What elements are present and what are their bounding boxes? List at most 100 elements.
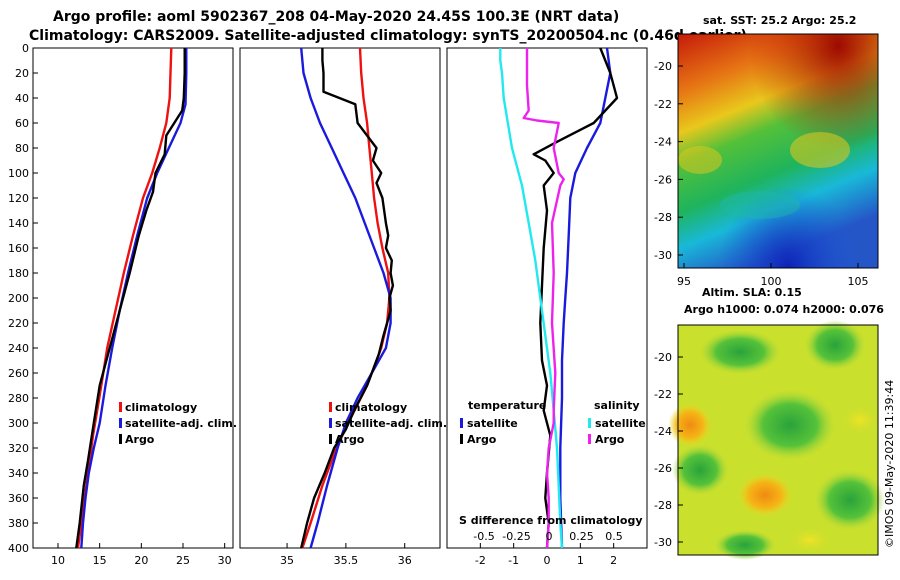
sst-map-frame (677, 33, 879, 269)
temperature-panel: 0 20 40 60 80 100 120 140 160 180 200 220 240 260 280 3… (8, 42, 237, 567)
difference-series (499, 47, 619, 549)
y-tick-label: 260 (8, 367, 29, 380)
sla-map: Altim. SLA: 0.15 Argo h1000: 0.074 h2000… (654, 286, 885, 560)
map-lon-label: 100 (761, 275, 782, 288)
x-tick-label: 36 (398, 554, 412, 567)
legend-marker-argo (329, 434, 332, 444)
sst-map-title: sat. SST: 25.2 Argo: 25.2 (703, 14, 856, 27)
sla-map-frame (677, 324, 879, 556)
temperature-x-axis: 10 15 20 25 30 (51, 543, 232, 567)
difference-panel: -2 -1 0 1 2 temperature salinity satellite A… (446, 47, 648, 567)
salinity-diff-tick-label: 0 (546, 530, 553, 543)
legend-label-climatology: climatology (335, 401, 407, 414)
x-tick-label: 35.5 (334, 554, 359, 567)
temperature-axes-frame (32, 47, 234, 549)
map-lat-label: -26 (654, 173, 672, 186)
x-tick-label: 25 (176, 554, 190, 567)
legend-marker-argo (119, 434, 122, 444)
sla-map-title-line1: Altim. SLA: 0.15 (702, 286, 802, 299)
legend-marker-temp-satellite (460, 418, 463, 428)
map-lat-label: -30 (654, 536, 672, 549)
y-tick-label: 140 (8, 217, 29, 230)
depth-axis: 0 20 40 60 80 100 120 140 160 180 200 220 240 260 280 3… (8, 42, 38, 555)
y-tick-label: 320 (8, 442, 29, 455)
x-tick-label: 0 (544, 554, 551, 567)
x-tick-label: 2 (610, 554, 617, 567)
map-lat-label: -28 (654, 499, 672, 512)
map-lat-label: -30 (654, 249, 672, 262)
y-tick-label: 80 (15, 142, 29, 155)
difference-x-axis: -2 -1 0 1 2 (475, 543, 617, 567)
sst-feature (720, 191, 800, 219)
sla-feature (840, 404, 880, 436)
x-tick-label: 15 (93, 554, 107, 567)
legend-label-satellite: satellite-adj. clim. (125, 417, 237, 430)
difference-legend: temperature salinity satellite Argo sate… (460, 399, 646, 446)
y-tick-label: 20 (15, 67, 29, 80)
salinity-panel: 35 35.5 36 climatology satellite-adj. clim… (239, 47, 447, 567)
x-tick-label: -1 (508, 554, 519, 567)
series-line-argo (75, 48, 186, 549)
x-tick-label: 10 (51, 554, 65, 567)
figure-title-line1: Argo profile: aoml 5902367_208 04-May-20… (53, 9, 619, 25)
y-tick-label: 380 (8, 517, 29, 530)
x-tick-label: 30 (218, 554, 232, 567)
sla-feature (745, 390, 835, 460)
legend-marker-climatology (329, 402, 332, 412)
legend-marker-sal-satellite (588, 418, 591, 428)
y-tick-label: 240 (8, 342, 29, 355)
salinity-diff-scale: -0.5 -0.25 0 0.25 0.5 (473, 530, 622, 543)
y-tick-label: 100 (8, 167, 29, 180)
sla-feature (715, 530, 775, 560)
salinity-x-axis: 35 35.5 36 (280, 543, 412, 567)
y-tick-label: 180 (8, 267, 29, 280)
series-line-satellite-adj-clim- (300, 47, 392, 549)
sst-feature (678, 146, 722, 174)
sla-feature (700, 330, 780, 374)
y-tick-label: 60 (15, 117, 29, 130)
x-tick-label: 20 (134, 554, 148, 567)
legend-label-argo: Argo (335, 433, 365, 446)
legend-marker-sal-argo (588, 434, 591, 444)
sst-map-lat-axis: -20 -22 -24 -26 -28 -30 (654, 60, 683, 262)
sla-feature (785, 526, 835, 554)
series-line-temperature-satellite (559, 47, 612, 549)
legend-label-temp-argo: Argo (467, 433, 497, 446)
salinity-axes-frame (239, 47, 441, 549)
legend-marker-satellite (329, 418, 332, 428)
y-tick-label: 120 (8, 192, 29, 205)
map-lat-label: -24 (654, 136, 672, 149)
legend-marker-satellite (119, 418, 122, 428)
sst-map: sat. SST: 25.2 Argo: 25.2 -20-22-24-26-2… (654, 14, 879, 288)
legend-label-satellite: satellite-adj. clim. (335, 417, 447, 430)
salinity-legend: climatology satellite-adj. clim. Argo (329, 401, 447, 446)
salinity-series (300, 47, 395, 549)
sla-feature (805, 320, 865, 370)
legend-label-sal-argo: Argo (595, 433, 625, 446)
map-lat-label: -22 (654, 98, 672, 111)
series-line-satellite-adj-clim- (80, 48, 188, 549)
x-tick-label: -2 (475, 554, 486, 567)
sst-map-lon-axis: 95 100 105 (677, 263, 869, 288)
y-tick-label: 220 (8, 317, 29, 330)
y-tick-label: 280 (8, 392, 29, 405)
y-tick-label: 200 (8, 292, 29, 305)
legend-marker-temp-argo (460, 434, 463, 444)
sla-feature (668, 403, 712, 447)
y-tick-label: 360 (8, 492, 29, 505)
series-line-climatology (301, 47, 391, 549)
salinity-diff-tick-label: 0.5 (605, 530, 623, 543)
series-line-salinity-satellite (499, 48, 564, 549)
salinity-diff-tick-label: -0.5 (473, 530, 494, 543)
legend-title-temperature: temperature (468, 399, 546, 412)
sla-feature (672, 445, 728, 495)
salinity-diff-axis-label: S difference from climatology (459, 514, 643, 527)
map-lat-label: -26 (654, 462, 672, 475)
y-tick-label: 40 (15, 92, 29, 105)
sla-map-lat-axis: -20 -22 -24 -26 -28 -30 (654, 351, 683, 549)
y-tick-label: 160 (8, 242, 29, 255)
sla-feature (815, 470, 885, 530)
temperature-series (75, 47, 188, 549)
legend-label-temp-satellite: satellite (467, 417, 518, 430)
